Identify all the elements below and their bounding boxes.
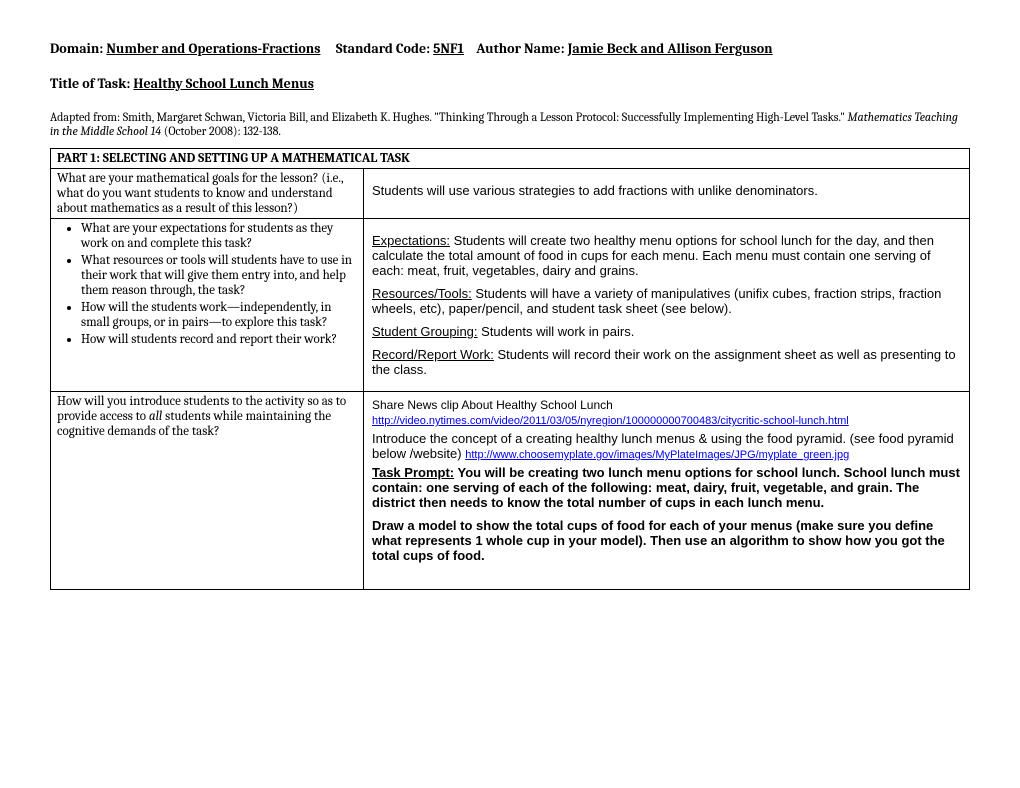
grouping-label: Student Grouping: (372, 324, 478, 339)
domain-label: Domain: (50, 40, 103, 57)
expectations-label: Expectations: (372, 233, 450, 248)
header-line-1: Domain: Number and Operations-Fractions … (50, 40, 970, 57)
row2-question: What are your expectations for students … (51, 219, 364, 392)
grouping-text: Students will work in pairs. (478, 324, 635, 339)
bullet-4: How will students record and report thei… (81, 332, 357, 347)
row3-question: How will you introduce students to the a… (51, 392, 364, 590)
expectations-text: Students will create two healthy menu op… (372, 233, 934, 278)
row1-answer: Students will use various strategies to … (364, 169, 970, 219)
citation: Adapted from: Smith, Margaret Schwan, Vi… (50, 110, 970, 138)
task-prompt-1: You will be creating two lunch menu opti… (372, 465, 960, 510)
citation-prefix: Adapted from: Smith, Margaret Schwan, Vi… (50, 110, 845, 124)
link-2[interactable]: http://www.choosemyplate.gov/images/MyPl… (465, 449, 849, 461)
code-value: 5NF1 (433, 40, 464, 57)
row1-question: What are your mathematical goals for the… (51, 169, 364, 219)
author-label: Author Name: (476, 40, 564, 57)
link-1[interactable]: http://video.nytimes.com/video/2011/03/0… (372, 415, 849, 427)
code-label: Standard Code: (336, 40, 430, 57)
title-value: Healthy School Lunch Menus (133, 75, 314, 92)
share-news: Share News clip About Healthy School Lun… (372, 398, 961, 412)
row2-bullets: What are your expectations for students … (57, 221, 357, 347)
lesson-table: PART 1: SELECTING AND SETTING UP A MATHE… (50, 148, 970, 590)
citation-suffix: (October 2008): 132-138. (161, 124, 281, 138)
author-value: Jamie Beck and Allison Ferguson (568, 40, 773, 57)
domain-value: Number and Operations-Fractions (106, 40, 320, 57)
record-label: Record/Report Work: (372, 347, 494, 362)
bullet-2: What resources or tools will students ha… (81, 253, 357, 298)
bullet-1: What are your expectations for students … (81, 221, 357, 251)
resources-label: Resources/Tools: (372, 286, 472, 301)
header-line-2: Title of Task: Healthy School Lunch Menu… (50, 75, 970, 92)
task-prompt-2: Draw a model to show the total cups of f… (372, 518, 961, 563)
row3-answer: Share News clip About Healthy School Lun… (364, 392, 970, 590)
bullet-3: How will the students work—independently… (81, 300, 357, 330)
title-label: Title of Task: (50, 75, 130, 92)
part1-header: PART 1: SELECTING AND SETTING UP A MATHE… (51, 149, 970, 169)
row2-answer: Expectations: Students will create two h… (364, 219, 970, 392)
task-prompt-label: Task Prompt: (372, 465, 454, 480)
